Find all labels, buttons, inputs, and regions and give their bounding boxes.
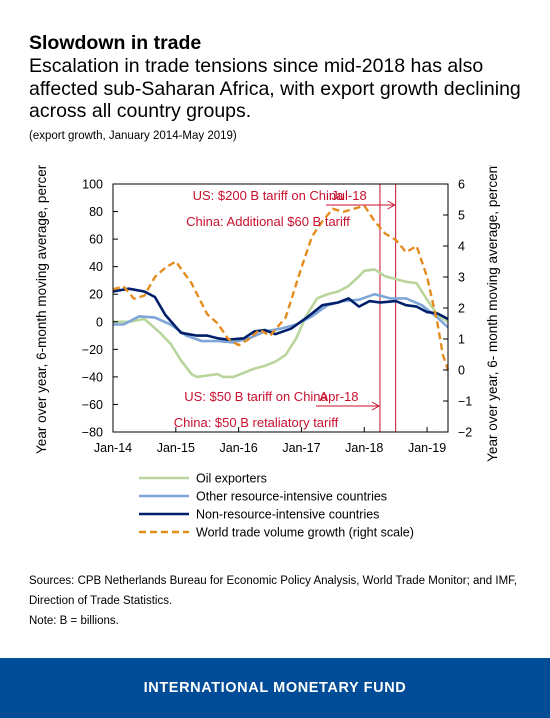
chart-legend: Oil exporters Other resource-intensive co… [139, 472, 414, 540]
legend-label-1: Oil exporters [196, 472, 267, 486]
left-tick-label: 20 [89, 288, 103, 302]
left-tick-label: −40 [82, 370, 103, 384]
left-axis-label: Year over year, 6-month moving average, … [34, 165, 49, 454]
chart-axes: 100 80 60 40 20 0 −20 −40 −60 −80 6 5 4 3 2 1 0 −1 −2 Jan-1… [82, 178, 473, 456]
left-tick-label: 80 [89, 205, 103, 219]
left-tick-label: 60 [89, 233, 103, 247]
series-line-4 [112, 204, 450, 371]
chart-header: Slowdown in trade Escalation in trade te… [29, 32, 529, 143]
right-tick-label: 3 [458, 271, 465, 285]
note-text: Note: B = billions. [29, 615, 119, 627]
left-tick-label: −20 [82, 343, 103, 357]
series-line-3 [112, 287, 449, 341]
left-tick-label: 0 [96, 315, 103, 329]
x-tick-label: Jan-14 [94, 441, 132, 455]
legend-label-4: World trade volume growth (right scale) [196, 526, 414, 540]
legend-label-3: Non-resource-intensive countries [196, 508, 379, 522]
imf-footer: INTERNATIONAL MONETARY FUND [0, 658, 550, 718]
sources-note: Sources: CPB Netherlands Bureau for Econ… [29, 571, 529, 631]
annotation-bottom-line2: China: $50 B retaliatory tariff [174, 415, 339, 430]
chart-svg: 100 80 60 40 20 0 −20 −40 −60 −80 6 5 4 3 2 1 0 −1 −2 Jan-1… [34, 165, 500, 540]
x-tick-label: Jan-18 [345, 441, 383, 455]
right-axis-label: Year over year, 6- month moving average,… [485, 165, 500, 462]
annotation-top-line2: China: Additional $60 B tariff [186, 214, 350, 229]
right-tick-label: 2 [458, 302, 465, 316]
chart-series [112, 204, 450, 379]
annotation-top-line1: US: $200 B tariff on China [193, 188, 345, 203]
event-lines [379, 184, 397, 432]
left-tick-label: −60 [82, 398, 103, 412]
chart-subtitle: Escalation in trade tensions since mid-2… [29, 55, 521, 122]
left-tick-label: 40 [89, 260, 103, 274]
right-tick-label: 1 [458, 333, 465, 347]
imf-footer-label: INTERNATIONAL MONETARY FUND [143, 680, 407, 696]
chart-note: (export growth, January 2014-May 2019) [29, 129, 237, 142]
right-tick-label: −1 [458, 395, 472, 409]
series-line-1 [113, 268, 449, 379]
right-tick-label: 4 [458, 240, 465, 254]
chart-title: Slowdown in trade [29, 32, 202, 54]
chart-annotations: US: $200 B tariff on China China: Additi… [174, 188, 396, 430]
left-tick-label: 100 [82, 178, 103, 192]
annotation-top-date: Jul-18 [331, 188, 366, 203]
x-tick-label: Jan-17 [282, 441, 320, 455]
annotation-bottom-line1: US: $50 B tariff on China [184, 389, 328, 404]
right-tick-label: −2 [458, 426, 472, 440]
right-tick-label: 6 [458, 178, 465, 192]
x-tick-label: Jan-15 [157, 441, 195, 455]
x-tick-label: Jan-19 [408, 441, 446, 455]
legend-label-2: Other resource-intensive countries [196, 490, 387, 504]
series-line-2 [113, 292, 449, 344]
left-tick-label: −80 [82, 426, 103, 440]
sources-text: Sources: CPB Netherlands Bureau for Econ… [29, 575, 518, 607]
x-tick-label: Jan-16 [220, 441, 258, 455]
annotation-bottom-date: Apr-18 [319, 389, 358, 404]
annotation-top-arrowhead [387, 200, 396, 210]
right-tick-label: 5 [458, 209, 465, 223]
annotation-bottom-arrowhead [371, 401, 380, 411]
right-tick-label: 0 [458, 364, 465, 378]
